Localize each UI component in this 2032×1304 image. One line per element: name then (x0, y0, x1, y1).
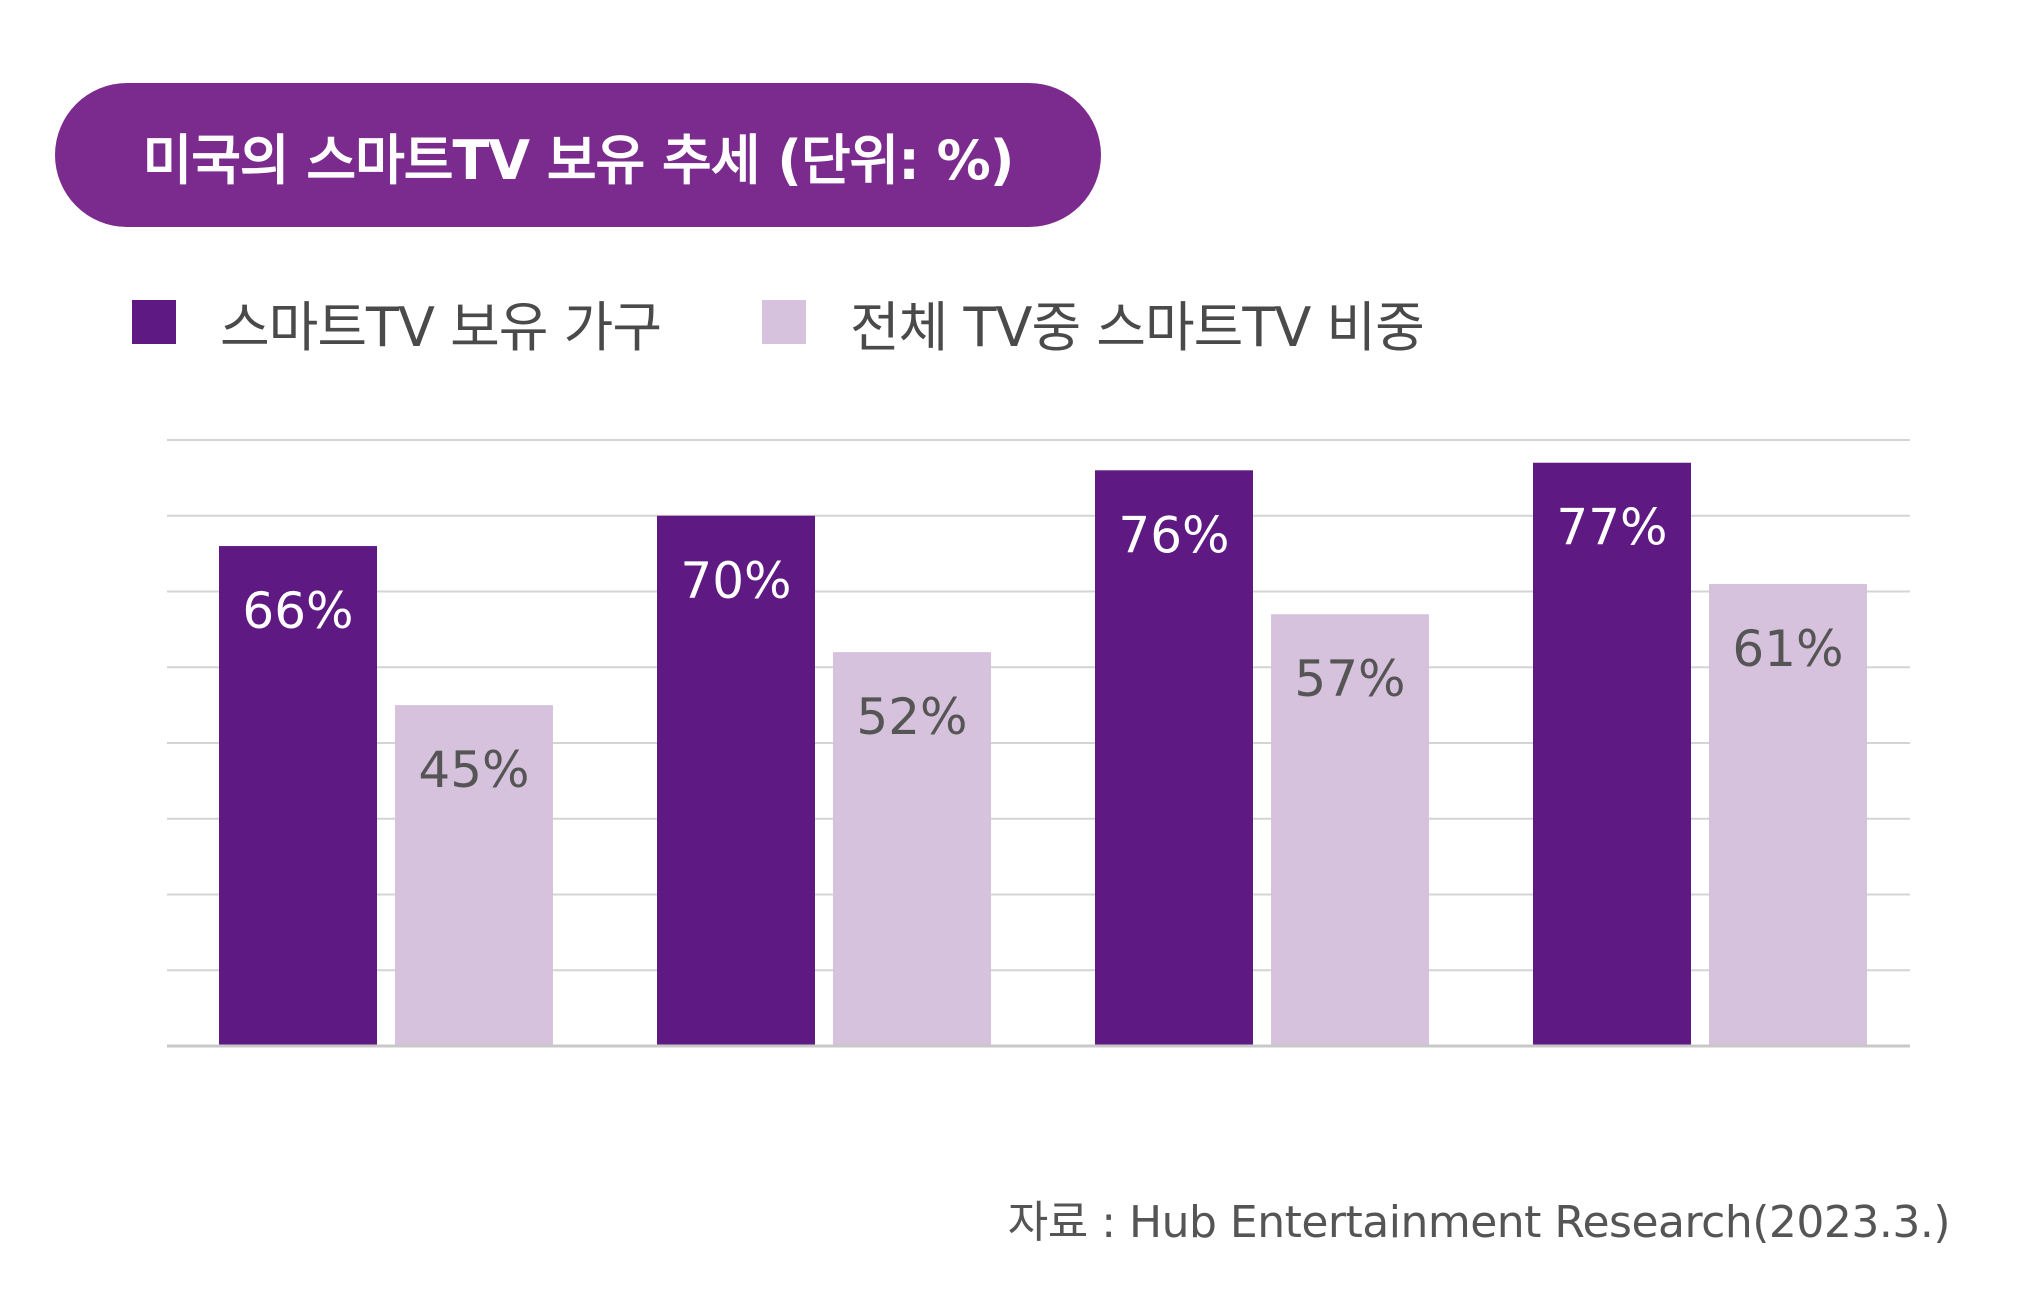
bar-series-1-cat-1 (219, 546, 377, 1046)
data-label-series-2-cat-4: 61% (1732, 620, 1843, 678)
data-label-series-2-cat-3: 57% (1294, 650, 1405, 708)
legend-swatch-series-1 (132, 300, 176, 344)
bar-series-2-cat-1 (395, 705, 553, 1046)
bar-series-1-cat-4 (1533, 462, 1691, 1047)
data-label-series-1-cat-1: 66% (242, 582, 353, 640)
bars (219, 462, 1867, 1047)
bar-series-2-cat-2 (833, 652, 991, 1046)
data-label-series-1-cat-3: 76% (1118, 506, 1229, 564)
data-label-series-1-cat-4: 77% (1556, 499, 1667, 557)
data-labels: 66% 45% 70% 52% 76% 57% 77% 61% (242, 499, 1843, 799)
bar-series-1-cat-3 (1095, 470, 1253, 1046)
source-note: 자료 : Hub Entertainment Research(2023.3.) (1007, 1197, 1951, 1248)
chart-title: 미국의 스마트TV 보유 추세 (단위: %) (142, 128, 1015, 192)
bar-series-2-cat-4 (1709, 583, 1867, 1046)
data-label-series-2-cat-2: 52% (856, 688, 967, 746)
legend-swatch-series-2 (762, 300, 806, 344)
data-label-series-2-cat-1: 45% (418, 741, 529, 799)
data-label-series-1-cat-2: 70% (680, 552, 791, 610)
legend-item-series-1: 스마트TV 보유 가구 (132, 282, 662, 362)
bar-series-2-cat-3 (1271, 614, 1429, 1046)
chart-title-pill: 미국의 스마트TV 보유 추세 (단위: %) (55, 83, 1101, 227)
legend-label-series-1: 스마트TV 보유 가구 (220, 295, 662, 359)
bar-series-1-cat-2 (657, 515, 815, 1046)
legend-item-series-2: 전체 TV중 스마트TV 비중 (762, 282, 1425, 362)
legend-label-series-2: 전체 TV중 스마트TV 비중 (850, 295, 1425, 359)
